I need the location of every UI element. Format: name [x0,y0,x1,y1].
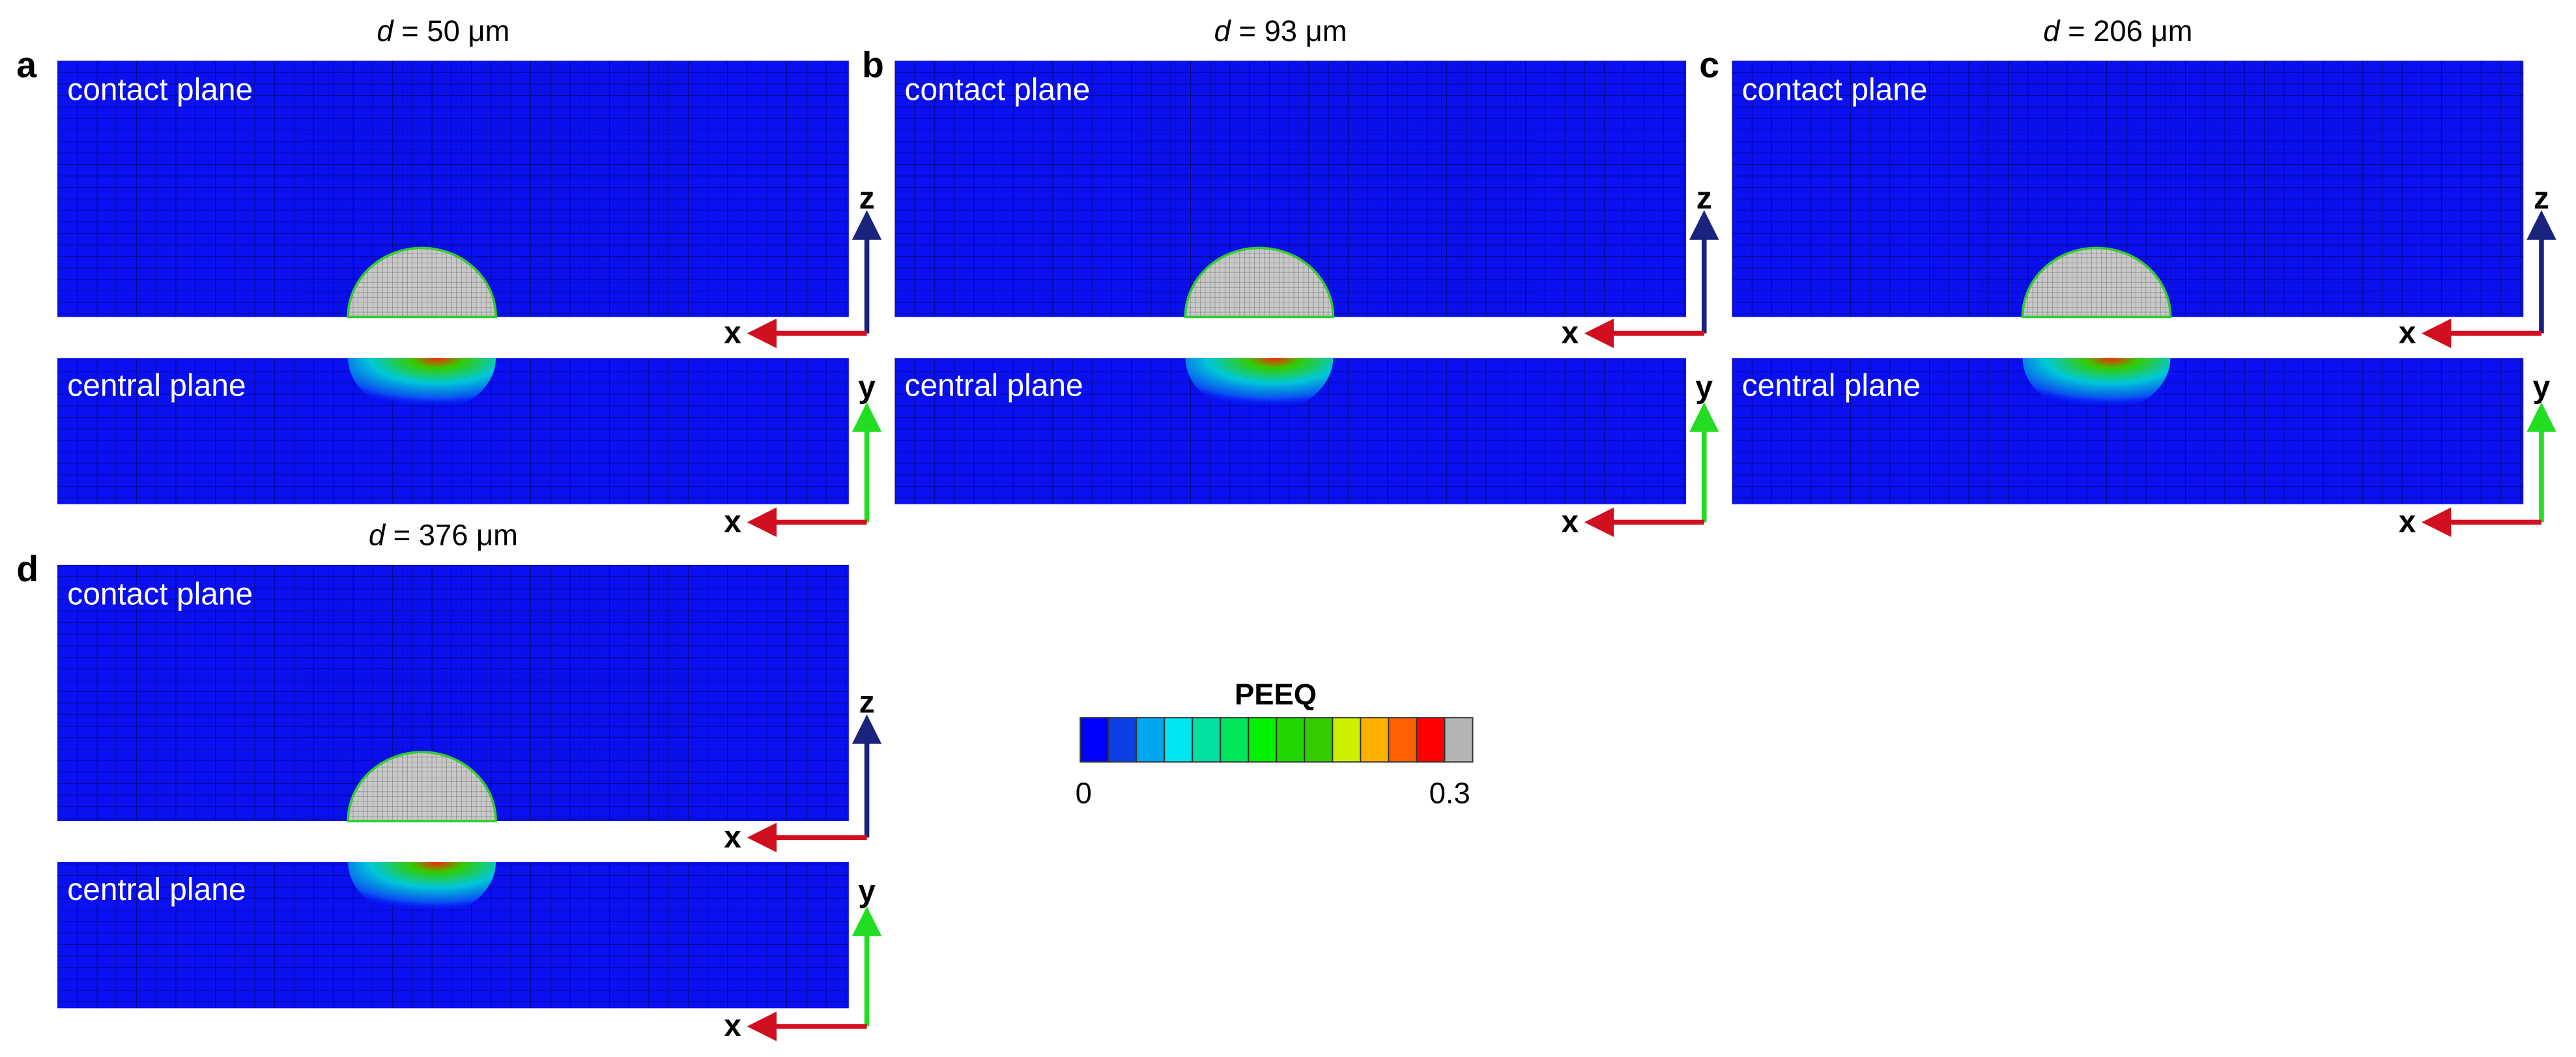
axis-label: x [724,820,741,854]
axis-label: y [1695,370,1713,405]
contact-label: contact plane [905,73,1091,108]
colorbar-cell [1444,717,1474,763]
contact-label: contact plane [67,577,253,611]
panel-title: d = 206 μm [2043,14,2192,48]
central-label: central plane [67,873,246,907]
panel-title: d = 376 μm [369,519,518,552]
panel-title: d = 93 μm [1214,14,1347,48]
axis-label: x [1562,504,1579,539]
title-variable: d [2043,14,2061,48]
central-strain [1185,358,1334,414]
panel-title: d = 50 μm [377,14,509,48]
colorbar-cell [1108,717,1138,763]
axis-label: z [2534,181,2549,216]
panel-label: d [16,549,38,589]
colorbar-cell [1192,717,1222,763]
contact-label: contact plane [67,73,253,108]
colorbar-cell [1416,717,1446,763]
colorbar-cell [1276,717,1306,763]
axis-label: z [859,686,875,720]
panel: d = 93 μm b contact plane central plane z x y x [862,14,1719,539]
contact-label: contact plane [1742,73,1928,108]
colorbar: PEEQ 0 0.3 [1076,678,1474,809]
panel-label: c [1699,44,1719,85]
axis-label: x [2399,504,2416,539]
axis-label: x [2399,316,2416,351]
panel-label: b [862,44,884,85]
contact-dome [2021,246,2172,319]
title-value: = 206 μm [2068,14,2192,48]
axis-label: y [858,874,876,908]
panel: d = 206 μm c contact plane central plane z x y x [1699,14,2556,539]
colorbar-max: 0.3 [1429,776,1470,809]
central-label: central plane [905,368,1083,403]
colorbar-title: PEEQ [1235,678,1317,711]
colorbar-cell [1220,717,1250,763]
axis-label: x [724,504,741,539]
colorbar-cell [1164,717,1194,763]
colorbar-cell [1360,717,1390,763]
title-value: = 93 μm [1238,14,1347,48]
title-variable: d [377,14,394,48]
contact-dome [1184,246,1335,319]
central-label: central plane [1742,368,1921,403]
central-strain [348,862,496,918]
axis-label: z [1696,181,1712,216]
contact-dome [347,246,497,319]
axis-label: x [724,1009,741,1043]
panel: d = 50 μm a contact plane central plane z x y x [16,14,882,539]
title-value: = 50 μm [401,14,509,48]
contact-dome [347,751,497,822]
colorbar-min: 0 [1076,776,1092,809]
title-variable: d [1214,14,1232,48]
panel-label: a [16,44,37,85]
title-value: = 376 μm [394,519,518,552]
axis-label: y [858,370,876,405]
axis-label: x [1562,316,1579,351]
colorbar-cell [1136,717,1166,763]
central-strain [2022,358,2171,414]
central-strain [348,358,496,414]
title-variable: d [369,519,386,552]
axis-label: z [859,181,875,216]
colorbar-cell [1080,717,1109,763]
colorbar-cell [1388,717,1418,763]
central-label: central plane [67,368,246,403]
axis-label: y [2533,370,2551,405]
colorbar-cell [1304,717,1334,763]
colorbar-cell [1248,717,1278,763]
colorbar-cell [1332,717,1362,763]
axis-label: x [724,316,741,351]
